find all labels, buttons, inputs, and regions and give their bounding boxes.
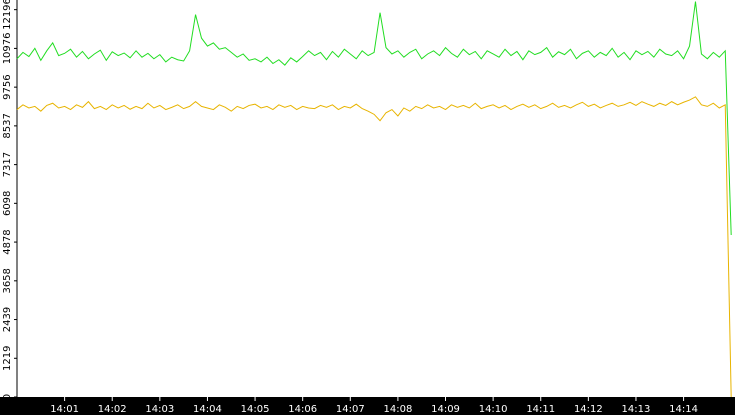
y-tick-label: 3658 (2, 268, 13, 293)
x-tick-label: 14:02 (98, 404, 127, 415)
y-tick-label: 1219 (2, 346, 13, 371)
series-line (16, 1, 732, 236)
x-tick-label: 14:03 (145, 404, 174, 415)
y-tick-label: 4878 (2, 229, 13, 254)
x-tick-label: 14:11 (526, 404, 555, 415)
y-tick-label: 9756 (2, 74, 13, 99)
x-tick-label: 14:09 (431, 404, 460, 415)
x-tick-label: 14:14 (669, 404, 698, 415)
x-tick-label: 14:08 (383, 404, 412, 415)
series-line (16, 96, 732, 398)
x-tick-label: 14:10 (479, 404, 508, 415)
y-tick-label: 8537 (2, 113, 13, 138)
y-tick-label: 7317 (2, 152, 13, 177)
x-tick-label: 14:06 (288, 404, 317, 415)
y-tick-label: 0 (2, 394, 13, 400)
x-tick-label: 14:12 (574, 404, 603, 415)
x-tick-label: 14:01 (50, 404, 79, 415)
x-tick-label: 14:05 (241, 404, 270, 415)
x-axis-band (0, 397, 735, 415)
x-tick-label: 14:07 (336, 404, 365, 415)
y-tick-label: 6098 (2, 191, 13, 216)
y-tick-label: 2439 (2, 307, 13, 332)
y-tick-label: 10976 (2, 32, 13, 64)
y-tick-label: 12196 (2, 0, 13, 30)
x-tick-label: 14:13 (622, 404, 651, 415)
x-tick-label: 14:04 (193, 404, 222, 415)
